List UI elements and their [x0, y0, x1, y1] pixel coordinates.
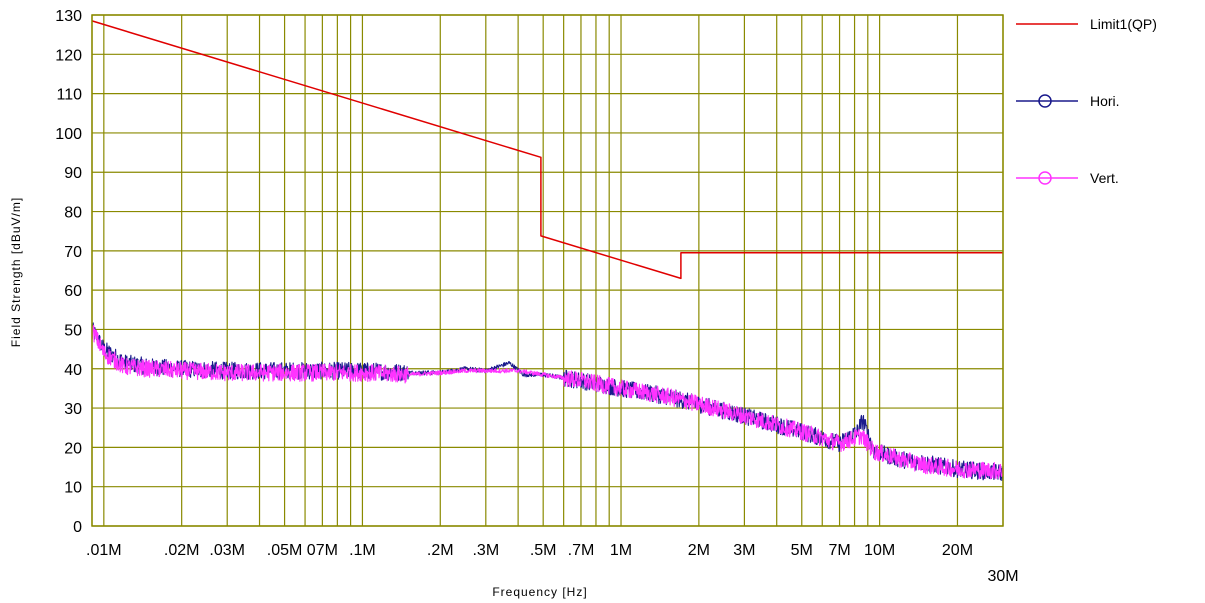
x-tick-label: .7M [568, 542, 595, 559]
y-tick-label: 120 [55, 47, 82, 64]
x-tick-label: 07M [307, 542, 338, 559]
series-line-vert [91, 324, 1004, 480]
legend-label: Vert. [1090, 170, 1119, 186]
y-tick-label: 70 [64, 244, 82, 261]
y-tick-label: 100 [55, 126, 82, 143]
y-tick-label: 90 [64, 165, 82, 182]
legend-label: Limit1(QP) [1090, 16, 1157, 32]
y-tick-label: 20 [64, 440, 82, 457]
x-tick-label: .2M [427, 542, 454, 559]
x-tick-label: 3M [733, 542, 755, 559]
x-tick-label: 20M [942, 542, 973, 559]
x-tick-label: .05M [267, 542, 303, 559]
x-tick-label: 10M [864, 542, 895, 559]
legend-marker-icon [1038, 94, 1052, 108]
x-tick-label: 2M [688, 542, 710, 559]
x-tick-label: .5M [530, 542, 557, 559]
x-tick-label: 5M [791, 542, 813, 559]
y-tick-label: 30 [64, 401, 82, 418]
series-line-hori [91, 322, 1004, 482]
y-tick-label: 130 [55, 8, 82, 25]
plot-frame [91, 14, 1004, 527]
y-tick-label: 50 [64, 322, 82, 339]
x-axis-label: Frequency [Hz] [492, 585, 587, 599]
legend: Limit1(QP) Hori. Vert. [1016, 16, 1157, 186]
y-tick-label: 40 [64, 362, 82, 379]
series-layer [91, 20, 1004, 482]
y-tick-label: 80 [64, 205, 82, 222]
tick-labels: 0 10 20 30 40 50 60 70 80 90 100 110 120 130 .01M .02M.… [55, 8, 1018, 585]
x-tick-label: .02M [164, 542, 200, 559]
series-line-limit1-qp [91, 20, 1003, 280]
y-axis-label: Field Strength [dBuV/m] [9, 197, 23, 347]
x-tick-label: .01M [86, 542, 122, 559]
legend-label: Hori. [1090, 93, 1120, 109]
y-tick-label: 0 [73, 519, 82, 536]
plot-border [91, 14, 1004, 527]
legend-marker-icon [1038, 171, 1052, 185]
x-tick-label: 7M [828, 542, 850, 559]
y-tick-label: 10 [64, 480, 82, 497]
x-tick-label: 1M [610, 542, 632, 559]
x-tick-label: 30M [987, 568, 1018, 585]
y-tick-label: 60 [64, 283, 82, 300]
x-tick-label: .1M [349, 542, 376, 559]
x-tick-label: .03M [209, 542, 245, 559]
x-tick-label: .3M [472, 542, 499, 559]
y-tick-label: 110 [56, 87, 82, 104]
